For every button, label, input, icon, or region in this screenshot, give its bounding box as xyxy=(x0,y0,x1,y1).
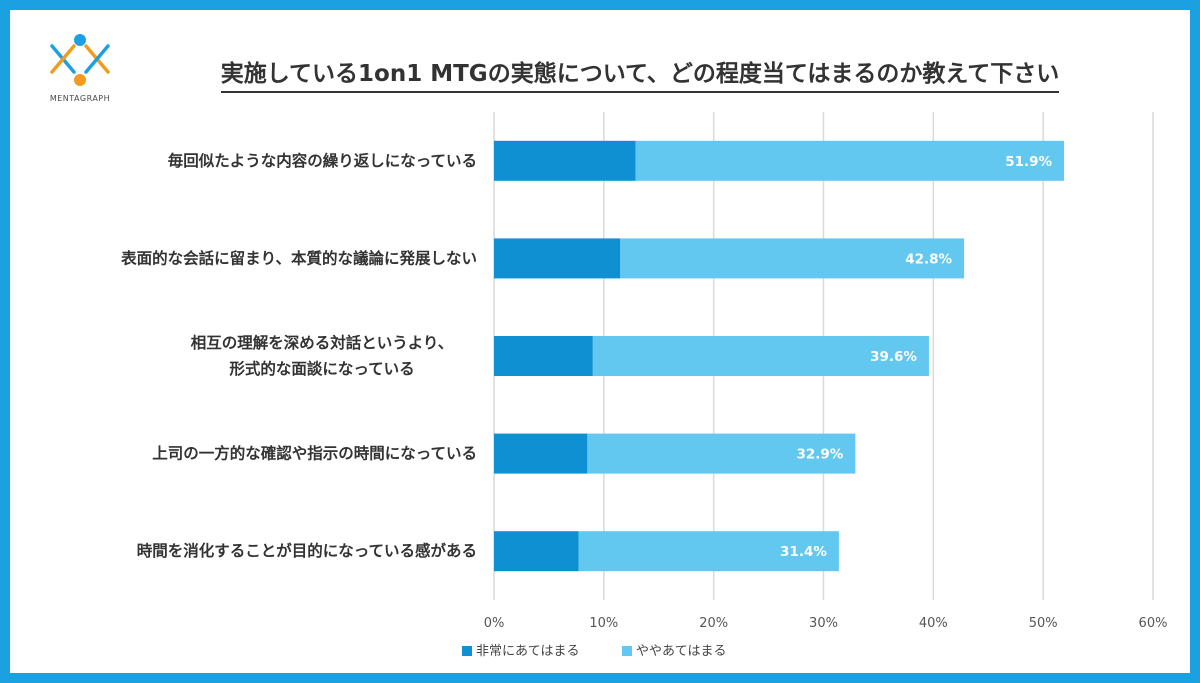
category-label: 相互の理解を深める対話というより、形式的な面談になっている xyxy=(191,333,454,378)
bar-segment-moderate xyxy=(578,531,839,572)
x-tick-label: 30% xyxy=(809,616,838,631)
legend-swatch xyxy=(622,646,632,656)
mentagraph-logo: MENTAGRAPH xyxy=(42,32,118,106)
bar-segment-strong xyxy=(494,433,588,474)
category-label: 時間を消化することが目的になっている感がある xyxy=(137,541,477,560)
bar-segment-strong xyxy=(494,140,636,181)
data-label: 39.6% xyxy=(870,349,917,365)
legend-label: ややあてはまる xyxy=(636,644,726,659)
x-tick-label: 10% xyxy=(589,616,618,631)
data-label: 32.9% xyxy=(797,447,844,463)
bar-segment-strong xyxy=(494,336,593,376)
legend-item: 非常にあてはまる xyxy=(462,644,579,659)
category-label-line: 毎回似たような内容の繰り返しになっている xyxy=(168,151,477,170)
category-label-line: 相互の理解を深める対話というより、 xyxy=(191,333,454,352)
data-label: 51.9% xyxy=(1005,154,1052,170)
x-tick-label: 60% xyxy=(1139,616,1168,631)
data-label: 31.4% xyxy=(780,544,827,560)
bar-segment-moderate xyxy=(592,336,929,376)
category-label-line: 形式的な面談になっている xyxy=(229,359,414,378)
category-label-line: 上司の一方的な確認や指示の時間になっている xyxy=(152,444,477,463)
category-label: 表面的な会話に留まり、本質的な議論に発展しない xyxy=(120,248,477,267)
bar-segment-strong xyxy=(494,531,579,572)
category-label: 上司の一方的な確認や指示の時間になっている xyxy=(152,444,477,463)
logo-mark-icon xyxy=(50,34,110,86)
x-tick-label: 50% xyxy=(1029,616,1058,631)
x-tick-label: 0% xyxy=(484,616,505,631)
category-label-line: 表面的な会話に留まり、本質的な議論に発展しない xyxy=(120,248,477,267)
bar-segment-strong xyxy=(494,238,621,279)
x-tick-label: 40% xyxy=(919,616,948,631)
data-label: 42.8% xyxy=(905,251,952,267)
bar-segment-moderate xyxy=(635,140,1065,181)
bar-segment-moderate xyxy=(587,433,856,474)
legend-item: ややあてはまる xyxy=(622,644,726,659)
legend-label: 非常にあてはまる xyxy=(476,644,579,659)
legend: 非常にあてはまる ややあてはまる xyxy=(462,644,726,659)
category-labels: 毎回似たような内容の繰り返しになっている表面的な会話に留まり、本質的な議論に発展… xyxy=(120,151,477,560)
x-axis-ticks: 0% 10% 20% 30% 40% 50% 60% xyxy=(484,616,1168,631)
category-label-line: 時間を消化することが目的になっている感がある xyxy=(137,541,477,560)
category-label: 毎回似たような内容の繰り返しになっている xyxy=(168,151,477,170)
legend-swatch xyxy=(462,646,472,656)
logo-wordmark: MENTAGRAPH xyxy=(49,94,111,103)
chart-title: 実施している1on1 MTGの実態について、どの程度当てはまるのか教えて下さい xyxy=(150,54,1130,93)
bar-segment-moderate xyxy=(620,238,965,279)
x-tick-label: 20% xyxy=(699,616,728,631)
bars: 51.9% 42.8% 39.6% 32.9% 31.4% xyxy=(494,140,1065,572)
chart-title-text: 実施している1on1 MTGの実態について、どの程度当てはまるのか教えて下さい xyxy=(220,61,1060,93)
